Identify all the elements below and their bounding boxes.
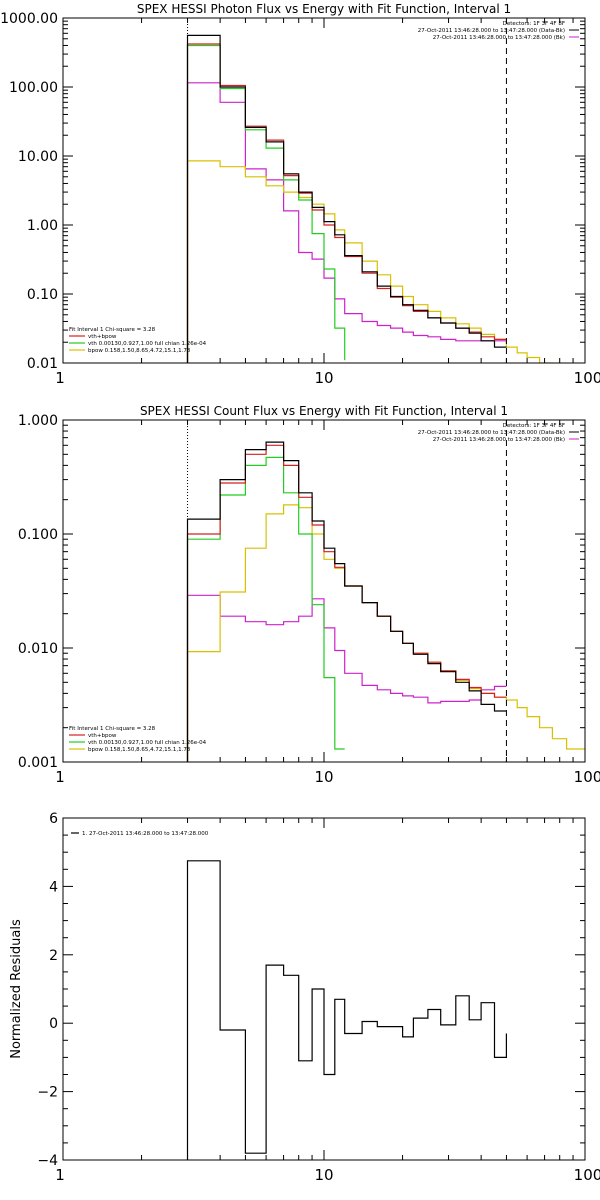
legend-bottomleft-text: Fit Interval 1 Chi-square = 3.28 [69,327,156,333]
y-tick-label: −4 [37,1153,58,1169]
y-tick-label: 1.00 [27,218,58,234]
y-tick-label: 10.00 [18,149,58,165]
x-tick-label: 100 [574,768,600,786]
series-total [186,34,507,363]
series-group [186,441,585,762]
y-tick-label: 0.10 [27,287,58,303]
series-bpow [186,160,553,363]
y-tick-label: 0.010 [18,641,58,657]
legend-bottomleft-text: bpow 0.158,1.50,8.65,4.72,15.1,1.78 [88,747,191,753]
series-background [186,594,507,762]
legend-topright-text: 27-Oct-2011 13:46:28.000 to 13:47:28.000… [433,437,565,443]
chart-title: SPEX HESSI Count Flux vs Energy with Fit… [140,404,508,418]
series-fit_sum [186,444,507,762]
series-fit_sum [186,43,507,363]
legend-bottomleft-text: vth+bpow [88,733,117,739]
legend-bottomleft-text: vth 0.00130,0.927,1.00 full chian 1.26e-… [88,341,207,347]
y-tick-label: 0 [49,1016,58,1032]
legend-topleft-text: 1. 27-Oct-2011 13:46:28.000 to 13:47:28.… [82,831,209,837]
y-tick-label: 6 [49,811,58,827]
legend-topright-text: 27-Oct-2011 13:46:28.000 to 13:47:28.000… [418,28,565,34]
residuals-panel: Normalized Residuals 1 10 100 6 4 2 0 −2 −4 1. 27-… [9,811,600,1184]
series-vth [186,44,346,363]
series-group [186,860,507,1160]
count-flux-panel: SPEX HESSI Count Flux vs Energy with Fit… [18,404,600,786]
y-tick-label: 1000.00 [0,11,58,27]
y-tick-label: 100.00 [9,80,58,96]
legend-bottomleft-text: vth+bpow [88,334,117,340]
y-tick-label: −2 [37,1085,58,1101]
legend-topright-text: Detectors: 1F 3F 4F 8F [503,21,565,27]
y-axis-label: Normalized Residuals [9,919,24,1059]
chart-title: SPEX HESSI Photon Flux vs Energy with Fi… [137,2,511,16]
series-total [186,441,507,762]
x-tick-label: 1 [55,1166,65,1184]
x-tick-label: 10 [314,369,333,387]
legend-bottomleft-text: bpow 0.158,1.50,8.65,4.72,15.1,1.78 [88,348,191,354]
y-tick-label: 0.001 [18,755,58,771]
y-tick-label: 4 [49,879,58,895]
photon-flux-panel: SPEX HESSI Photon Flux vs Energy with Fi… [0,2,600,387]
x-tick-label: 10 [314,1166,333,1184]
y-tick-label: 1.000 [18,413,58,429]
x-tick-label: 100 [574,1166,600,1184]
x-tick-label: 10 [314,768,333,786]
y-tick-label: 0.01 [27,356,58,372]
legend-topright-text: Detectors: 1F 3F 4F 8F [503,423,565,429]
y-tick-label: 0.100 [18,527,58,543]
legend-bottomleft-text: vth 0.00130,0.927,1.00 full chian 1.26e-… [88,740,207,746]
legend-bottomleft-text: Fit Interval 1 Chi-square = 3.28 [69,726,156,732]
series-vth [186,456,345,762]
x-tick-label: 1 [55,768,65,786]
legend-topright-text: 27-Oct-2011 13:46:28.000 to 13:47:28.000… [433,35,565,41]
x-tick-label: 1 [55,369,65,387]
series-background [186,82,507,363]
series-residuals [186,860,507,1160]
series-bpow [186,504,585,762]
series-group [186,34,553,363]
y-tick-label: 2 [49,948,58,964]
legend-topright-text: 27-Oct-2011 13:46:28.000 to 13:47:28.000… [418,430,565,436]
x-tick-label: 100 [574,369,600,387]
